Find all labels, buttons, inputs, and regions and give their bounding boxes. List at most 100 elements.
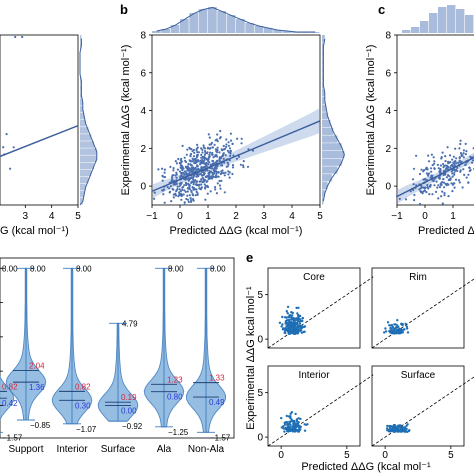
histogram-bar	[189, 13, 199, 33]
data-point	[206, 185, 210, 189]
data-point	[220, 179, 223, 182]
panel-d: 8.00 −0.85 2.04 1.36 8.00 −1.07 0.82 0.30 4.79 −0…	[0, 257, 235, 455]
data-point	[418, 172, 422, 176]
data-point	[290, 427, 293, 431]
data-point	[172, 188, 175, 191]
data-point	[388, 427, 392, 430]
category-label: Non-Ala	[188, 444, 225, 455]
data-point	[157, 168, 160, 171]
data-point	[170, 176, 174, 179]
data-point	[462, 149, 465, 152]
data-point	[229, 132, 232, 135]
data-point	[290, 418, 293, 421]
panel-c-points	[395, 139, 474, 206]
data-point	[200, 147, 203, 150]
data-point	[187, 168, 190, 171]
data-point	[223, 174, 226, 177]
data-point	[437, 167, 440, 170]
data-point	[394, 425, 397, 428]
data-point	[227, 170, 230, 173]
data-point	[162, 188, 166, 191]
data-point	[433, 184, 436, 187]
data-point	[391, 429, 394, 433]
histogram-bar	[161, 29, 171, 33]
y-tick-label: 0	[140, 182, 146, 193]
data-point	[195, 180, 199, 183]
data-point	[281, 323, 284, 326]
panel-e-xlabel: Predicted ΔΔG (kcal mol⁻¹	[301, 461, 431, 473]
data-point	[301, 325, 304, 328]
data-point	[447, 162, 450, 165]
histogram-bar	[429, 13, 438, 33]
data-point	[438, 170, 441, 173]
data-point	[211, 153, 214, 156]
data-point	[215, 192, 218, 195]
histogram-bar	[80, 112, 85, 120]
data-point	[189, 170, 192, 173]
data-point	[396, 430, 399, 433]
subplot-frame-surface	[371, 365, 465, 447]
data-point	[447, 174, 450, 177]
subplot-title: Core	[303, 272, 325, 283]
data-point	[178, 191, 181, 194]
histogram-bar	[80, 77, 82, 85]
data-point	[468, 166, 471, 169]
data-point	[430, 170, 433, 173]
data-point	[187, 177, 190, 180]
data-point	[202, 166, 205, 169]
data-point	[12, 146, 15, 149]
data-point	[301, 317, 304, 320]
data-point	[303, 423, 306, 426]
data-point	[460, 160, 463, 163]
mean-label: 2.04	[29, 361, 45, 370]
data-point	[242, 166, 245, 169]
data-point	[424, 177, 427, 181]
data-point	[211, 167, 214, 170]
data-point	[192, 198, 195, 201]
data-point	[412, 188, 415, 192]
data-point	[229, 154, 232, 157]
data-point	[433, 167, 436, 170]
data-point	[21, 35, 24, 39]
data-point	[179, 183, 182, 186]
data-point	[216, 182, 219, 185]
data-point	[183, 203, 186, 206]
histogram-bar	[198, 9, 208, 33]
data-point	[216, 151, 219, 154]
x-tick-label: −1	[391, 211, 403, 222]
data-point	[185, 173, 188, 176]
data-point	[216, 133, 219, 136]
panel-c: −1 0 1 0 2 4 6 8 Predicted ΔΔ Experimental ΔΔG…	[365, 5, 474, 237]
data-point	[216, 140, 219, 143]
histogram-bar	[322, 73, 324, 81]
data-point	[283, 423, 287, 426]
panel-a-marginal-histogram	[79, 35, 98, 206]
data-point	[218, 151, 221, 154]
data-point	[176, 168, 179, 171]
max-label: 8.00	[76, 264, 92, 273]
min-label: −1.57	[2, 433, 23, 442]
data-point	[198, 183, 201, 186]
data-point	[295, 306, 298, 310]
x-tick-label: 3	[261, 211, 267, 222]
data-point	[196, 151, 199, 154]
data-point	[185, 153, 188, 156]
data-point	[192, 181, 195, 184]
data-point	[285, 427, 288, 430]
data-point	[386, 424, 389, 428]
panel-b-xlabel: Predicted ΔΔG (kcal mol⁻¹)	[170, 225, 303, 237]
histogram-bar	[80, 190, 85, 198]
data-point	[447, 165, 450, 168]
panel-d-category-labels: Support Interior Surface Ala Non-Ala	[8, 444, 224, 455]
data-point	[161, 179, 164, 182]
data-point	[424, 186, 427, 189]
data-point	[230, 139, 233, 142]
data-point	[443, 186, 446, 189]
data-point	[440, 181, 444, 184]
data-point	[457, 161, 460, 164]
median-label: 0.49	[209, 398, 225, 407]
data-point	[441, 190, 444, 193]
max-label: 8.00	[210, 264, 226, 273]
data-point	[198, 173, 201, 176]
data-point	[456, 166, 459, 169]
